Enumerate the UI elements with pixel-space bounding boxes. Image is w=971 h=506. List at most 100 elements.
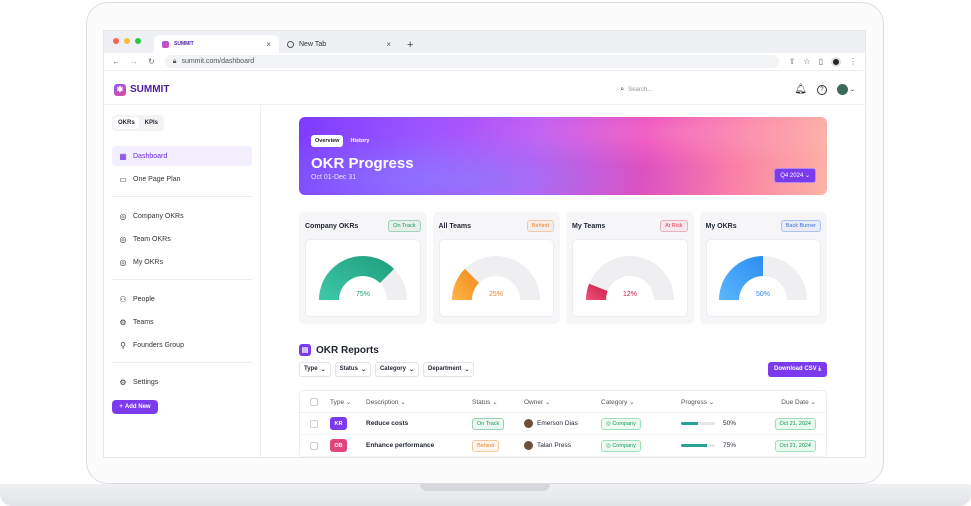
close-tab-icon[interactable]: × [266,39,271,49]
category-label: Company [612,420,636,427]
tab-history[interactable]: History [350,138,370,144]
table-row[interactable]: OB Enhance performance Behind Talan Press ◎ … [300,435,826,457]
filter-label: Type [304,366,318,372]
sidebar-item-company-okrs[interactable]: ◎ Company OKRs [112,206,252,226]
reports-title: OKR Reports [316,344,379,356]
summary-cards: Company OKRs On Track 75% All Teams Behind 25… [299,212,827,324]
chevron-down-icon: ⌄ [804,173,810,179]
browser-tab-summit[interactable]: SUMMIT × [154,35,279,53]
sidebar-item-my-okrs[interactable]: ◎ My OKRs [112,252,252,272]
due-date-cell: Oct 21, 2024 [771,440,816,452]
sidebar-item-label: Company OKRs [133,212,184,220]
gauge-value: 12% [623,291,637,298]
column-header-due-date[interactable]: Due Date ⌄ [771,398,816,406]
reports-header: ▤ OKR Reports [299,344,827,356]
search-icon: ⌕ [620,85,625,93]
chevron-down-icon: ⌄ [808,398,816,406]
add-new-label: Add New [124,404,151,410]
laptop-base [0,484,971,506]
description-cell[interactable]: Reduce costs [366,420,409,427]
page-title: OKR Progress [311,155,414,172]
column-label: Type [330,398,345,406]
filter-status[interactable]: Status ⌄ [334,362,371,377]
filter-department[interactable]: Department ⌄ [423,362,475,377]
summit-logo[interactable]: ✱ SUMMIT [114,83,170,96]
column-header-category[interactable]: Category ⌄ [601,398,681,406]
sidebar-item-founders-group[interactable]: ⚲ Founders Group [112,335,252,355]
select-all-checkbox[interactable] [310,397,318,406]
profile-avatar[interactable] [831,56,841,67]
sidebar-item-settings[interactable]: ⚙ Settings [112,372,252,392]
row-checkbox[interactable] [310,441,318,450]
search-placeholder: Search... [628,86,653,93]
table-row[interactable]: KR Reduce costs On Track Emerson Dias ◎ Comp… [300,413,826,435]
description-cell[interactable]: Enhance performance [366,442,435,449]
sidebar-item-teams[interactable]: ⚙ Teams [112,312,252,332]
maximize-window-button[interactable] [135,38,141,44]
url-field[interactable]: 🔒︎ summit.com/dashboard [164,55,779,68]
owner-name: Emerson Dias [537,420,578,427]
chevron-down-icon: ⌄ [464,367,470,373]
chevron-down-icon: ⌄ [398,398,406,406]
card-header: My OKRs Back Burner [705,220,821,232]
window-controls [113,38,141,44]
sidebar-item-people[interactable]: ⚇ People [112,289,252,309]
sidebar-item-one-page-plan[interactable]: ▭ One Page Plan [112,169,252,189]
user-menu[interactable]: ⌄ [836,84,855,95]
share-icon[interactable]: ⇪ [788,57,796,66]
add-new-button[interactable]: + Add New [112,400,158,414]
download-csv-button[interactable]: Download CSV ⤓ [768,362,827,377]
row-checkbox[interactable] [310,419,318,428]
forward-arrow-icon[interactable]: → [130,57,138,66]
laptop-notch [420,484,550,491]
sidebar-item-dashboard[interactable]: ▦ Dashboard [112,146,252,166]
segment-okrs[interactable]: OKRs [114,117,139,129]
sidebar-item-label: My OKRs [133,258,163,266]
bell-icon[interactable]: 🔔︎ [794,84,807,95]
search-input[interactable]: ⌕ Search... [616,83,786,97]
sidebar-toggle-icon[interactable]: ▯ [818,57,823,66]
column-header-status[interactable]: Status ⌄ [472,398,524,406]
back-arrow-icon[interactable]: ← [112,57,120,66]
star-icon[interactable]: ☆ [803,57,811,66]
gauge-fill [318,256,394,300]
okr-card: Company OKRs On Track 75% [299,212,427,324]
sidebar-item-label: Teams [133,318,154,326]
user-icon: ⚲ [120,340,126,350]
quarter-select[interactable]: Q4 2024 ⌄ [774,168,816,183]
card-title: My OKRs [705,222,737,230]
close-tab-icon[interactable]: × [386,39,391,49]
browser-window: SUMMIT × New Tab × + ← → ↻ 🔒︎ summit.com… [103,30,866,458]
filter-category[interactable]: Category ⌄ [374,362,420,377]
card-header: My Teams At Risk [572,220,688,232]
status-badge: Behind [472,439,500,452]
close-window-button[interactable] [113,38,119,44]
help-icon[interactable]: ? [816,84,827,95]
column-header-type[interactable]: Type ⌄ [330,398,366,406]
progress-bar [681,444,715,447]
okr-progress-banner: Overview History OKR Progress Oct 01-Dec… [299,117,827,195]
type-cell: KR [330,417,366,430]
browser-tab-new[interactable]: New Tab × [279,35,399,53]
row-select-cell [310,419,330,428]
more-menu-icon[interactable]: ⋮ [849,57,857,66]
tab-overview[interactable]: Overview [311,135,344,147]
layout-icon: ▭ [119,174,127,184]
okr-card: All Teams Behind 25% [432,212,560,324]
sidebar: OKRs KPIs ▦ Dashboard ▭ One Page Plan ◎ Compa… [104,105,261,457]
minimize-window-button[interactable] [124,38,130,44]
column-header-owner[interactable]: Owner ⌄ [524,398,601,406]
column-header-progress[interactable]: Progress ⌄ [681,398,771,406]
sidebar-divider [112,196,252,197]
logo-text: SUMMIT [130,84,170,95]
sidebar-item-team-okrs[interactable]: ◎ Team OKRs [112,229,252,249]
new-tab-icon[interactable]: + [407,39,414,51]
column-header-description[interactable]: Description ⌄ [366,398,472,406]
segment-kpis[interactable]: KPIs [144,120,159,126]
filter-type[interactable]: Type ⌄ [299,362,331,377]
gauge-panel: 50% [705,239,821,317]
reload-icon[interactable]: ↻ [148,57,155,66]
globe-icon [287,40,294,48]
url-text: summit.com/dashboard [181,58,255,65]
category-label: Company [612,442,636,449]
